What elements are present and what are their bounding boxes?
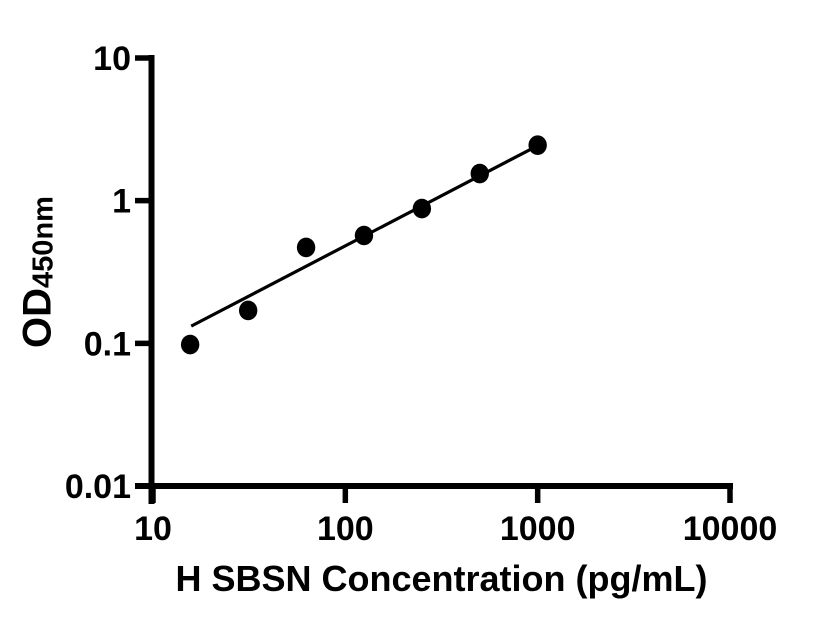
y-tick-label: 0.1 [84, 325, 131, 363]
data-point [238, 300, 258, 321]
data-point [412, 198, 432, 219]
data-point [296, 237, 316, 258]
y-axis-title-main: OD [15, 287, 60, 348]
data-point [470, 163, 489, 184]
data-point [180, 334, 200, 355]
data-point [528, 135, 547, 155]
data-point [354, 225, 374, 246]
y-tick-label: 10 [93, 40, 131, 78]
x-tick-label: 1000 [500, 510, 576, 548]
y-axis-title-subscript: 450nm [27, 196, 60, 288]
x-axis-title: H SBSN Concentration (pg/mL) [175, 558, 708, 599]
x-tick-label: 10 [134, 510, 172, 548]
x-tick-label: 10000 [683, 510, 778, 548]
x-tick-label: 100 [317, 510, 374, 548]
y-tick-label: 0.01 [65, 468, 131, 506]
y-axis-title: OD450nm [16, 196, 61, 348]
y-tick-label: 1 [112, 183, 131, 221]
